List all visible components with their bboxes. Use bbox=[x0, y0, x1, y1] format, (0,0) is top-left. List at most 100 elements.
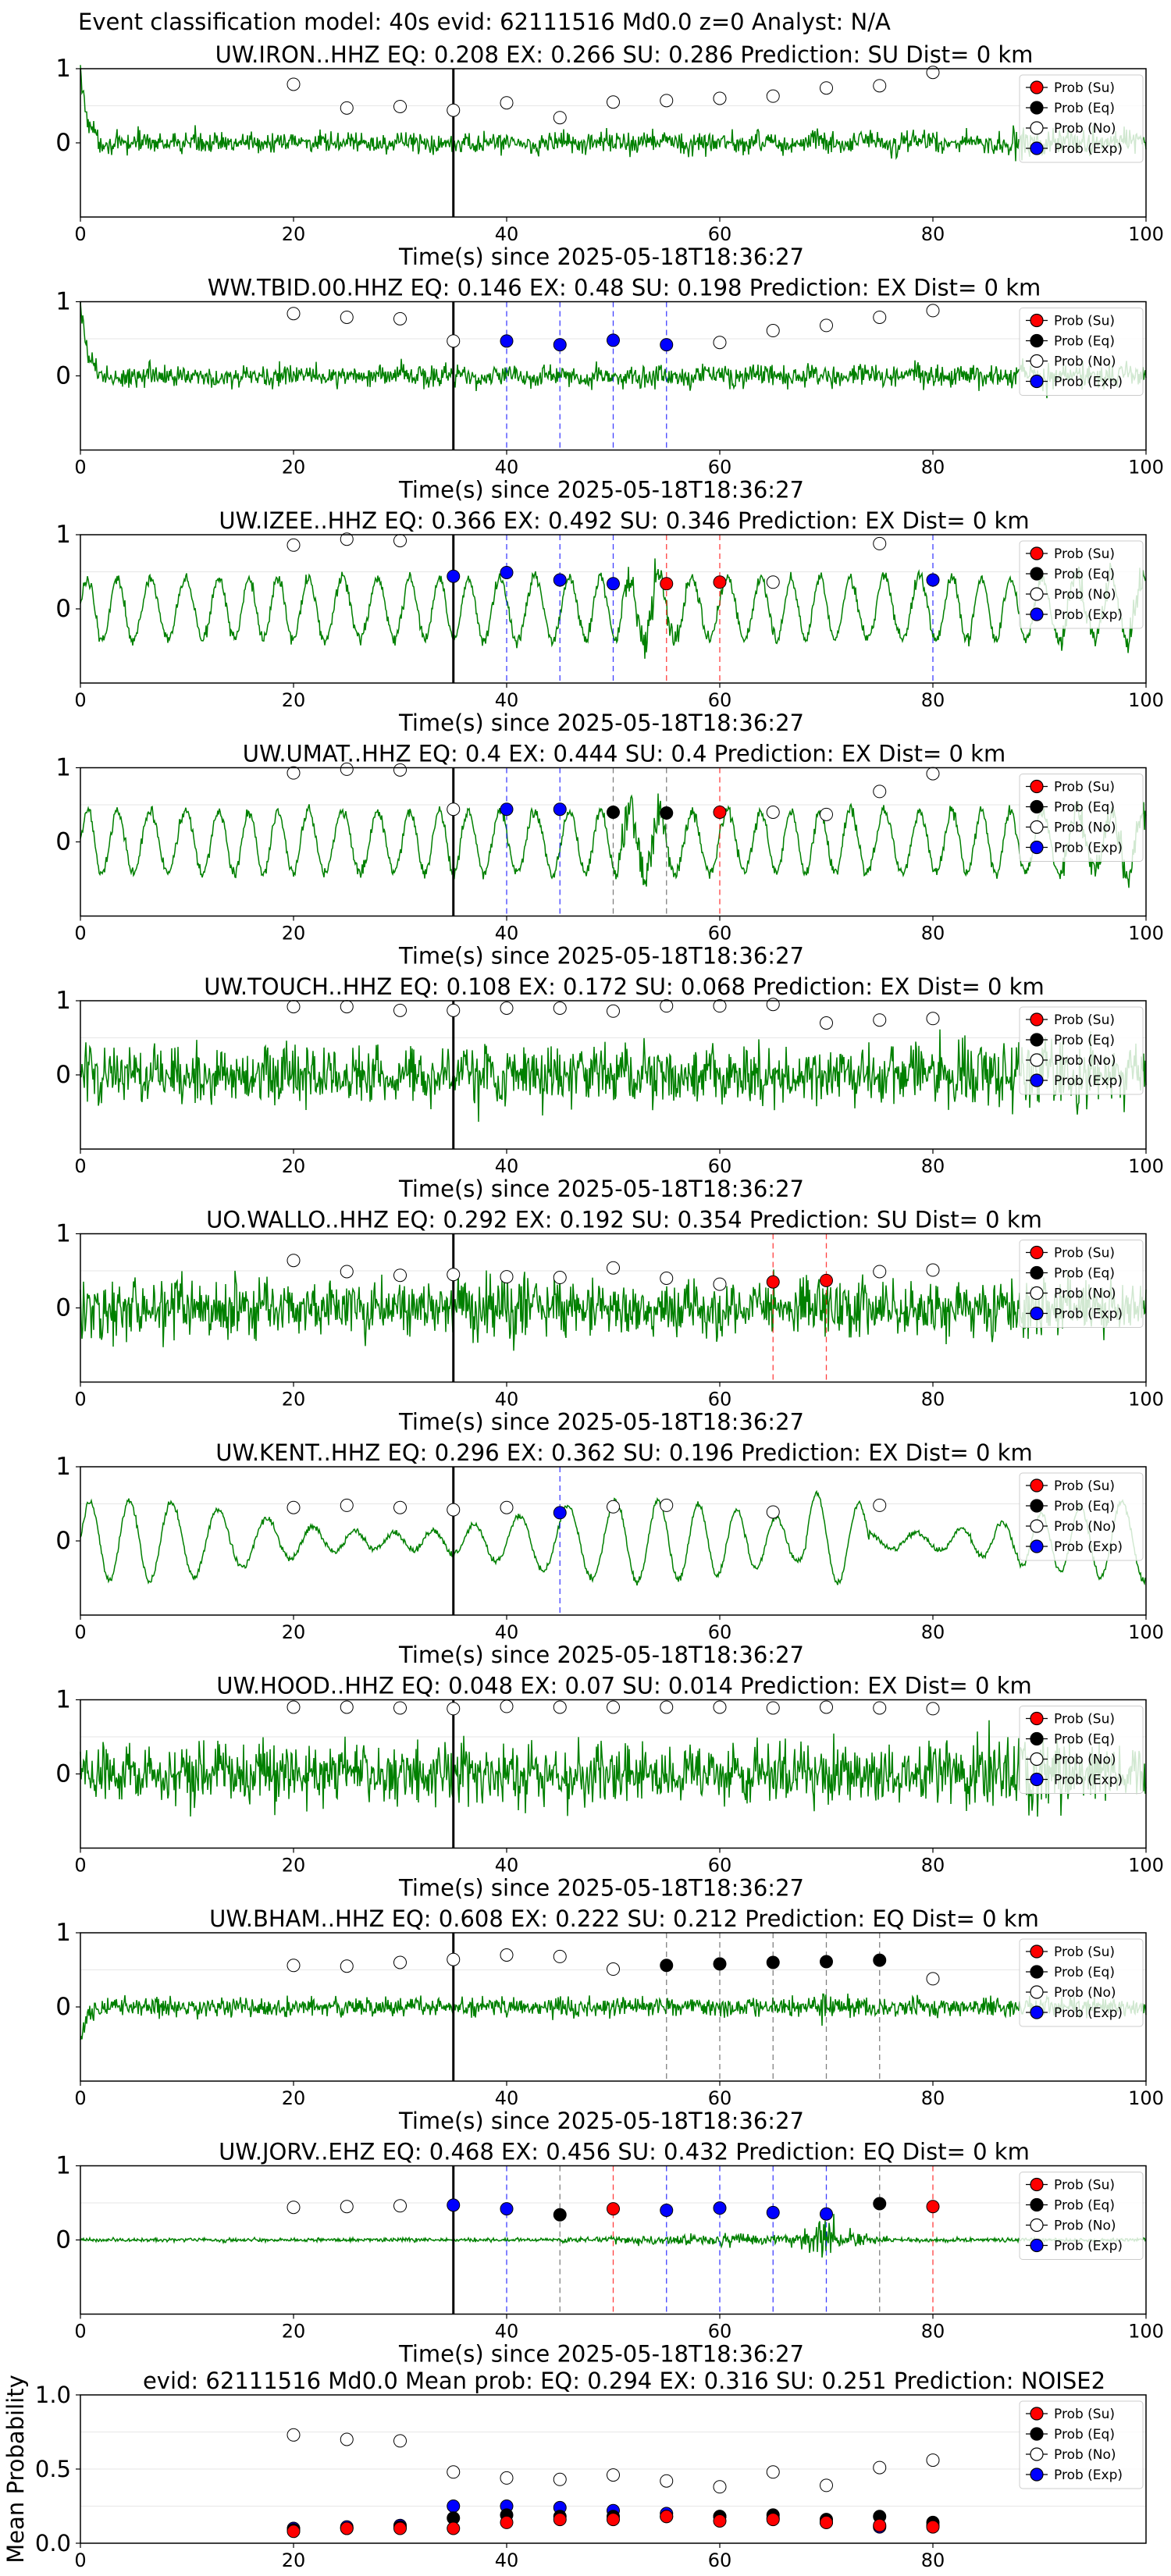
prob-point-no bbox=[447, 1503, 461, 1517]
prob-point-exp bbox=[926, 573, 940, 587]
x-tick-label: 80 bbox=[921, 1855, 945, 1877]
prob-point-no bbox=[766, 1505, 780, 1519]
x-tick-label: 40 bbox=[495, 223, 519, 245]
prob-point-no bbox=[500, 96, 514, 110]
prob-point-no bbox=[340, 1498, 354, 1512]
prob-point-no bbox=[926, 66, 940, 80]
x-axis-label: Time(s) since 2025-05-18T18:36:27 bbox=[398, 1642, 804, 1668]
prob-point-no bbox=[393, 1955, 407, 1969]
panel-title: UW.BHAM..HHZ EQ: 0.608 EX: 0.222 SU: 0.2… bbox=[209, 1905, 1039, 1932]
prob-point-exp bbox=[447, 2198, 461, 2212]
x-axis-label: Time(s) since 2025-05-18T18:36:27 bbox=[398, 943, 804, 970]
panel-title: UW.IRON..HHZ EQ: 0.208 EX: 0.266 SU: 0.2… bbox=[215, 41, 1034, 68]
x-tick-label: 20 bbox=[282, 223, 306, 245]
legend-marker-su bbox=[1030, 2177, 1044, 2192]
x-tick-label: 60 bbox=[708, 2549, 732, 2571]
prob-point-no bbox=[607, 95, 620, 109]
mean-point-su bbox=[393, 2521, 407, 2535]
legend-marker-su bbox=[1030, 1478, 1044, 1493]
legend-marker-eq bbox=[1030, 1265, 1044, 1280]
legend-marker-exp bbox=[1030, 1306, 1044, 1321]
prob-point-no bbox=[660, 1272, 674, 1285]
panel-title: evid: 62111516 Md0.0 Mean prob: EQ: 0.29… bbox=[143, 2368, 1105, 2394]
y-tick-label: 0 bbox=[55, 2226, 71, 2254]
panel-title: UW.IZEE..HHZ EQ: 0.366 EX: 0.492 SU: 0.3… bbox=[219, 507, 1029, 534]
legend-marker-no bbox=[1030, 2218, 1044, 2233]
mean-point-su bbox=[553, 2513, 567, 2527]
legend-marker-eq bbox=[1030, 2427, 1044, 2441]
prob-point-no bbox=[340, 1959, 354, 1973]
panel-title: UW.TOUCH..HHZ EQ: 0.108 EX: 0.172 SU: 0.… bbox=[204, 973, 1044, 1000]
x-tick-label: 0 bbox=[74, 1855, 86, 1877]
legend-marker-no bbox=[1030, 1286, 1044, 1300]
prob-point-no bbox=[553, 1002, 567, 1015]
prob-point-no bbox=[287, 538, 301, 552]
prob-point-no bbox=[873, 1498, 887, 1512]
y-tick-label: 1 bbox=[55, 754, 71, 782]
prob-point-no bbox=[393, 1701, 407, 1715]
prob-point-no bbox=[340, 2200, 354, 2214]
prob-point-su bbox=[607, 2202, 620, 2216]
x-tick-label: 20 bbox=[282, 1855, 306, 1877]
prob-point-exp bbox=[553, 573, 567, 587]
legend-label-exp: Prob (Exp) bbox=[1054, 1773, 1123, 1788]
prob-point-no bbox=[873, 536, 887, 550]
y-tick-label: 1 bbox=[55, 1453, 71, 1481]
prob-point-no bbox=[393, 1003, 407, 1017]
prob-point-no bbox=[926, 767, 940, 781]
prob-point-exp bbox=[660, 338, 674, 352]
legend-label-su: Prob (Su) bbox=[1054, 1712, 1115, 1727]
prob-point-no bbox=[447, 334, 461, 348]
legend-marker-exp bbox=[1030, 141, 1044, 155]
x-tick-label: 40 bbox=[495, 1855, 519, 1877]
prob-point-no bbox=[766, 806, 780, 819]
panels-group: UW.IRON..HHZ EQ: 0.208 EX: 0.266 SU: 0.2… bbox=[2, 41, 1164, 2571]
legend: Prob (Su) Prob (Eq) Prob (No) Prob (Exp) bbox=[1019, 2172, 1144, 2260]
x-tick-label: 100 bbox=[1128, 2087, 1164, 2109]
legend-marker-eq bbox=[1030, 1033, 1044, 1047]
y-tick-label: 0 bbox=[55, 1993, 71, 2021]
prob-point-su bbox=[660, 577, 674, 591]
legend-label-no: Prob (No) bbox=[1054, 1985, 1116, 2001]
legend-marker-su bbox=[1030, 80, 1044, 94]
legend-marker-su bbox=[1030, 2407, 1044, 2421]
x-tick-label: 0 bbox=[74, 1621, 86, 1643]
x-tick-label: 100 bbox=[1128, 457, 1164, 479]
legend-label-exp: Prob (Exp) bbox=[1054, 1307, 1123, 1322]
legend-marker-exp bbox=[1030, 1073, 1044, 1087]
prob-point-no bbox=[873, 310, 887, 324]
x-tick-label: 60 bbox=[708, 223, 732, 245]
prob-point-no bbox=[766, 89, 780, 103]
legend-marker-su bbox=[1030, 779, 1044, 794]
prob-point-no bbox=[447, 802, 461, 817]
panel-11: evid: 62111516 Md0.0 Mean prob: EQ: 0.29… bbox=[2, 2368, 1147, 2571]
waveform bbox=[80, 2214, 1147, 2258]
mean-point-su bbox=[926, 2520, 940, 2534]
prob-point-no bbox=[660, 999, 674, 1013]
legend-label-no: Prob (No) bbox=[1054, 121, 1116, 137]
legend-box bbox=[1019, 540, 1144, 629]
mean-point-su bbox=[340, 2521, 354, 2535]
legend-box bbox=[1019, 1706, 1144, 1794]
legend-marker-su bbox=[1030, 1245, 1044, 1260]
legend-label-su: Prob (Su) bbox=[1054, 1246, 1115, 1261]
y-tick-label: 1 bbox=[55, 521, 71, 549]
legend-label-no: Prob (No) bbox=[1054, 2447, 1116, 2463]
prob-point-no bbox=[447, 103, 461, 117]
plot-area bbox=[80, 1467, 1146, 1615]
y-tick-label: 0 bbox=[55, 1061, 71, 1089]
prob-point-no bbox=[340, 310, 354, 324]
prob-point-exp bbox=[607, 577, 620, 591]
prob-point-exp bbox=[500, 334, 514, 348]
legend-marker-eq bbox=[1030, 1965, 1044, 1979]
y-axis-label: Mean Probability bbox=[2, 2375, 29, 2564]
mean-point-no bbox=[393, 2434, 407, 2448]
waveform bbox=[80, 793, 1147, 888]
y-tick-label: 0 bbox=[55, 362, 71, 390]
mean-point-no bbox=[553, 2472, 567, 2486]
legend-label-exp: Prob (Exp) bbox=[1054, 2239, 1123, 2254]
prob-point-eq bbox=[660, 1959, 674, 1973]
legend-label-su: Prob (Su) bbox=[1054, 80, 1115, 96]
legend-label-no: Prob (No) bbox=[1054, 1519, 1116, 1535]
prob-point-no bbox=[713, 336, 727, 350]
